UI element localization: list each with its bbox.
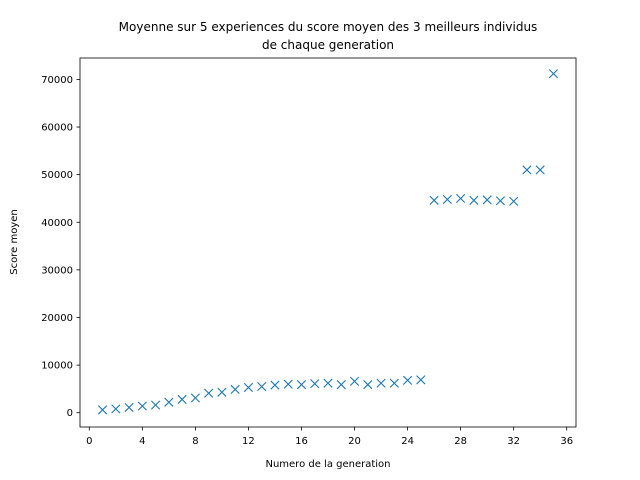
data-point [548,69,559,79]
data-point [217,387,227,397]
data-point [97,405,108,415]
data-point [429,195,439,205]
data-point [469,195,479,205]
y-tick-label: 70000 [41,75,73,86]
data-point [349,376,360,386]
data-point [204,388,214,398]
x-tick-label: 36 [560,436,573,447]
y-tick-label: 40000 [41,218,73,229]
x-tick-label: 12 [242,436,255,447]
data-point [522,165,532,175]
data-point [257,381,267,392]
data-point [509,196,519,206]
plot-frame [79,57,577,428]
data-point [296,380,307,390]
data-point [190,393,200,403]
x-tick-label: 32 [507,436,520,447]
x-tick-label: 0 [86,436,92,447]
data-point [310,379,320,389]
data-point [151,400,161,410]
data-point [376,378,386,388]
y-tick-label: 0 [67,408,73,419]
y-axis: 0 10000 20000 30000 40000 50000 60000 70000 [41,75,80,419]
data-point [137,401,147,411]
data-point [283,379,293,389]
y-tick-label: 10000 [41,361,73,372]
data-point [402,375,413,385]
chart-title-line1: Moyenne sur 5 experiences du score moyen… [119,20,538,34]
data-point [482,195,492,205]
data-point [177,394,187,404]
data-point [124,402,134,413]
x-tick-label: 20 [348,436,361,447]
y-axis-label: Score moyen [9,209,20,274]
data-point [495,196,505,206]
y-tick-label: 30000 [41,265,73,276]
x-tick-label: 28 [454,436,467,447]
chart-title-line2: de chaque generation [262,38,394,52]
data-point [336,380,346,390]
y-tick-label: 50000 [41,170,73,181]
data-point [442,194,452,204]
data-point [164,397,174,407]
data-point [535,165,545,175]
data-point [111,404,121,414]
data-point [323,378,333,388]
data-points [97,69,559,415]
x-tick-label: 4 [139,436,145,447]
x-tick-label: 24 [401,436,414,447]
data-point [363,380,373,390]
x-tick-label: 8 [192,436,198,447]
data-point [243,382,254,393]
data-point [416,375,426,385]
x-axis: 0 4 8 12 16 20 24 28 32 36 [86,427,573,447]
data-point [270,380,280,390]
data-point [389,378,399,388]
x-tick-label: 16 [295,436,308,447]
y-tick-label: 20000 [41,313,73,324]
data-point [230,384,240,394]
data-point [456,193,466,204]
x-axis-label: Numero de la generation [265,459,390,470]
y-tick-label: 60000 [41,123,73,134]
